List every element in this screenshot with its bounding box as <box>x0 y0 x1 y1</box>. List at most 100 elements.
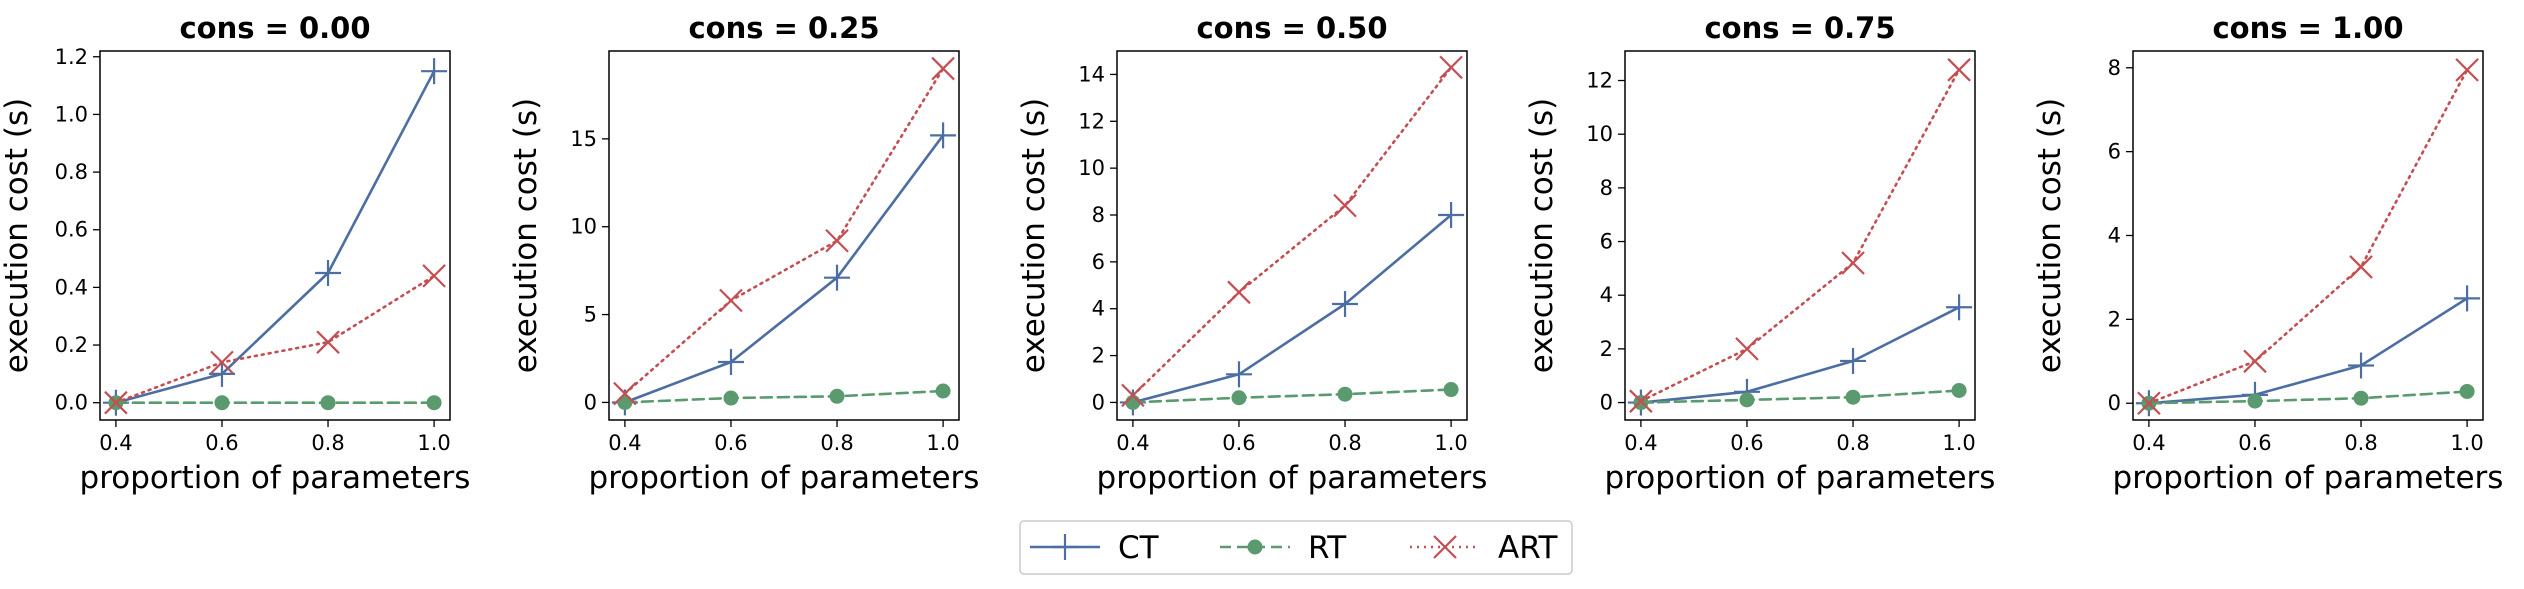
data-point-rt <box>2353 390 2369 406</box>
y-tick-label: 6 <box>1092 250 1105 274</box>
y-tick-label: 4 <box>2108 224 2121 248</box>
panel-title: cons = 0.75 <box>1704 11 1895 45</box>
series-line-ct <box>623 134 945 404</box>
series-line-rt <box>2147 390 2469 405</box>
y-tick-label: 2 <box>1092 344 1105 368</box>
legend: CT RT ART <box>1019 520 1573 575</box>
data-point-art <box>2137 391 2161 416</box>
y-tick-label: 15 <box>570 127 597 151</box>
y-tick-label: 10 <box>570 215 597 239</box>
data-point-art <box>1947 58 1971 82</box>
x-tick-label: 0.8 <box>820 431 853 455</box>
data-point-art <box>1439 55 1463 80</box>
series-line-art <box>623 67 945 395</box>
data-point-art <box>104 390 128 415</box>
legend-label: CT <box>1118 530 1160 566</box>
y-tick-label: 0.6 <box>55 218 88 242</box>
x-tick-label: 0.6 <box>714 431 747 455</box>
data-point-rt <box>1231 390 1247 406</box>
y-tick-label: 0 <box>1600 391 1613 415</box>
y-axis-label: execution cost (s) <box>1524 98 1560 373</box>
chart-panel-4: cons = 0.75 0.4 0.6 0.8 1.0 0 2 4 6 8 10 12 proporti… <box>1524 11 1995 496</box>
series-rt <box>108 395 442 411</box>
chart-panel-1: cons = 0.00 0.4 0.6 0.8 1.0 0.0 0.2 0.4 0.6 0.8 1.… <box>0 11 470 496</box>
data-point-ct <box>208 360 235 387</box>
data-point-rt <box>829 388 845 404</box>
y-tick-label: 10 <box>1078 156 1105 180</box>
plot-frame <box>2132 50 2484 421</box>
x-tick-label: 1.0 <box>2450 431 2483 455</box>
chart-panel-3: cons = 0.50 0.4 0.6 0.8 1.0 0 2 4 6 8 10 12 14 propor… <box>1016 11 1487 496</box>
legend-items: CT RT ART <box>1030 530 1558 566</box>
y-tick-label: 0.8 <box>55 160 88 184</box>
data-point-ct <box>2454 285 2481 312</box>
series-line-art <box>2147 68 2469 405</box>
data-point-ct <box>717 349 744 376</box>
x-tick-label: 0.8 <box>1328 431 1361 455</box>
series-line-art <box>1131 66 1453 397</box>
series-art <box>1121 55 1463 408</box>
data-point-art <box>825 228 849 253</box>
legend-label: ART <box>1498 530 1558 566</box>
x-tick-label: 0.6 <box>2238 431 2271 455</box>
legend-marker-rt <box>1247 539 1263 555</box>
panel-title: cons = 1.00 <box>2212 11 2403 45</box>
legend-frame <box>1019 520 1573 575</box>
data-point-rt <box>1125 394 1141 410</box>
x-tick-label: 0.6 <box>1730 431 1763 455</box>
data-point-ct <box>824 264 851 291</box>
series-art <box>613 56 955 406</box>
y-tick-label: 2 <box>2108 307 2121 331</box>
x-tick-label: 0.4 <box>2132 431 2165 455</box>
series-rt <box>2141 383 2475 411</box>
data-point-art <box>2349 255 2373 279</box>
y-axis-label: execution cost (s) <box>508 98 544 373</box>
x-tick-label: 0.6 <box>1222 431 1255 455</box>
x-tick-label: 0.8 <box>1836 431 1869 455</box>
panel-title: cons = 0.50 <box>1196 11 1387 45</box>
data-point-ct <box>1225 361 1252 388</box>
data-point-ct <box>930 122 957 149</box>
y-tick-label: 0.2 <box>55 333 88 357</box>
data-point-art <box>1333 193 1357 218</box>
y-tick-label: 10 <box>1586 122 1613 146</box>
y-tick-label: 0 <box>584 390 597 414</box>
y-tick-label: 0 <box>1092 390 1105 414</box>
y-tick-label: 0.0 <box>55 391 88 415</box>
y-tick-label: 12 <box>1586 69 1613 93</box>
x-tick-label: 1.0 <box>1434 431 1467 455</box>
y-axis-label: execution cost (s) <box>1016 98 1052 373</box>
data-point-art <box>210 350 234 375</box>
y-tick-label: 12 <box>1078 109 1105 133</box>
data-point-rt <box>2247 393 2263 409</box>
x-tick-label: 0.8 <box>311 431 344 455</box>
data-point-ct <box>421 58 448 85</box>
chart-panel-5: cons = 1.00 0.4 0.6 0.8 1.0 0 2 4 6 8 proportion o… <box>2032 11 2503 496</box>
data-point-art <box>613 381 637 406</box>
y-axis-label: execution cost (s) <box>2032 98 2068 373</box>
y-tick-label: 8 <box>1600 176 1613 200</box>
y-tick-label: 4 <box>1092 297 1105 321</box>
x-tick-label: 0.4 <box>99 431 132 455</box>
series-line-art <box>114 274 436 405</box>
data-point-rt <box>2459 383 2475 399</box>
x-tick-label: 0.4 <box>608 431 641 455</box>
legend-entry-rt: RT <box>1220 530 1347 566</box>
y-tick-label: 6 <box>2108 140 2121 164</box>
y-tick-label: 1.0 <box>55 102 88 126</box>
x-axis-label: proportion of parameters <box>589 460 980 496</box>
x-tick-label: 1.0 <box>1942 431 1975 455</box>
x-axis-label: proportion of parameters <box>2113 460 2504 496</box>
series-line-ct <box>1639 305 1961 404</box>
series-ct <box>1119 202 1465 416</box>
x-axis-label: proportion of parameters <box>1605 460 1996 496</box>
series-rt <box>1125 382 1459 410</box>
series-line-ct <box>114 69 436 405</box>
data-point-ct <box>1840 347 1867 374</box>
plot-frame <box>99 50 451 421</box>
y-tick-label: 5 <box>584 303 597 327</box>
data-point-rt <box>1951 382 1967 398</box>
y-tick-label: 0.4 <box>55 275 88 299</box>
series-rt <box>617 383 951 410</box>
